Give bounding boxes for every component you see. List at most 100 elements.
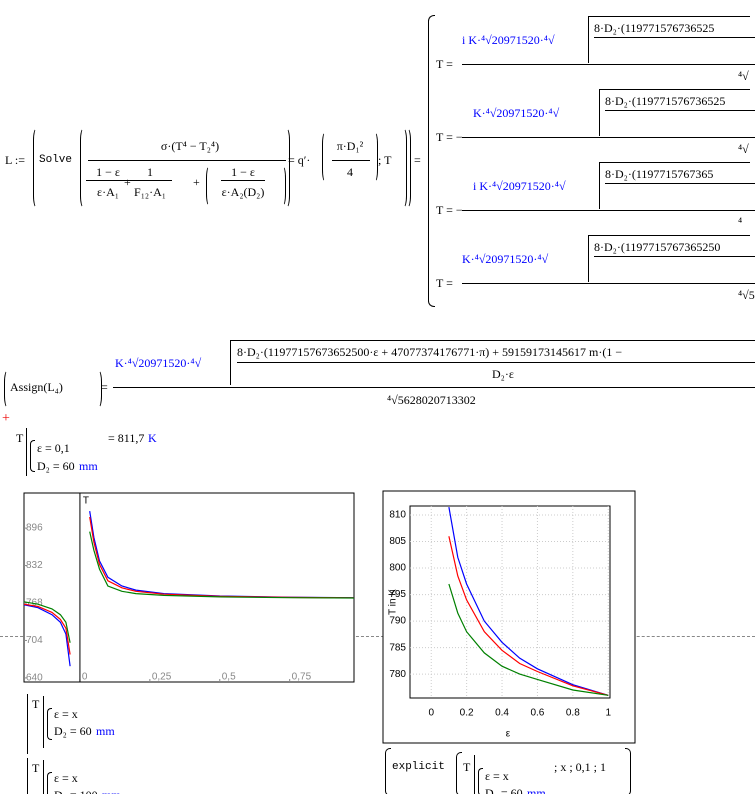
solution-coef: K·⁴√20971520·⁴√ [462, 252, 549, 266]
radicand: 8·D₂·(1197715767365 [605, 167, 714, 181]
fraction-line [594, 256, 755, 257]
trace-bar [43, 696, 44, 748]
bracket [456, 752, 462, 794]
assign-den: ⁴√5628020713302 [387, 393, 476, 407]
radical [230, 340, 755, 385]
trace-bar [27, 758, 28, 794]
eval-unit: mm [79, 459, 98, 473]
solution-den: ⁴ [738, 215, 743, 229]
fraction-line [605, 110, 755, 111]
fraction-line [86, 180, 130, 181]
x-tick-label: 0.8 [566, 708, 580, 719]
numerator: σ·(T⁴ − T₂⁴) [160, 139, 220, 153]
bracket [625, 748, 631, 794]
radical [588, 235, 750, 282]
fraction-line [462, 64, 755, 65]
bracket [95, 370, 102, 408]
brace [47, 708, 52, 740]
plot-frame [382, 490, 636, 744]
x-tick-label: 0 [428, 708, 434, 719]
y-tick-label: 640 [26, 673, 43, 684]
trace-bar [474, 755, 475, 794]
bracket [404, 128, 411, 208]
y-tick-label: 780 [389, 669, 406, 680]
y-tick-label: 795 [389, 589, 406, 600]
assign-eq: = [101, 380, 108, 394]
x-tick-label: 1 [605, 708, 611, 719]
cursor: + [2, 411, 10, 426]
area-den: 4 [347, 165, 353, 179]
trace-d2: D₂ = 60 [54, 724, 92, 738]
plot-frame [23, 492, 355, 683]
bracket [80, 128, 87, 208]
x-tick-label: 0.2 [460, 708, 474, 719]
area-num: π·D₁² [336, 139, 364, 153]
trace-d2: D₂ = 100 [54, 788, 98, 794]
x-tick-label: 0.4 [495, 708, 509, 719]
fraction-line [605, 183, 755, 184]
y-tick-label: 790 [389, 616, 406, 627]
bracket [4, 370, 11, 408]
plus: + [124, 175, 131, 189]
result-eq: = [414, 153, 421, 167]
bracket [372, 132, 378, 182]
curve [448, 506, 609, 696]
den-term-den: ε·A₂(D₂) [221, 185, 265, 199]
explicit-eps: ε = x [485, 769, 509, 783]
solution-lhs: T = [436, 276, 453, 290]
den-term-num: 1 − ε [96, 165, 120, 179]
radical [599, 89, 750, 136]
fraction-line [128, 180, 172, 181]
trace-unit: mm [96, 724, 115, 738]
fraction-line [237, 362, 755, 363]
fraction-line [462, 210, 755, 211]
solution-coef: K·⁴√20971520·⁴√ [473, 106, 560, 120]
fraction-line [221, 180, 265, 181]
equals-q: = q′· [288, 153, 311, 167]
y-tick-label: 810 [389, 510, 406, 521]
explicit-var: T [463, 760, 471, 774]
curve [448, 536, 609, 696]
trace-bar [26, 428, 27, 476]
explicit-keyword: explicit [392, 761, 445, 773]
plot-area [409, 505, 611, 699]
y-axis-label: T [83, 496, 89, 507]
trace-var: T [32, 761, 40, 775]
eval-var: T [16, 431, 24, 445]
solution-lhs: T = [436, 57, 453, 71]
brace [478, 768, 483, 794]
trace-var: T [32, 697, 40, 711]
trace-eps: ε = x [54, 707, 78, 721]
bracket [385, 748, 391, 794]
x-axis-label: ε [506, 729, 511, 740]
solution-coef: i K·⁴√20971520·⁴√ [473, 179, 566, 193]
brace [428, 15, 435, 307]
assign-coef: K·⁴√20971520·⁴√ [115, 356, 202, 370]
trace-unit: mm [102, 788, 121, 794]
x-tick-label: 0 [82, 672, 88, 683]
solve-keyword: Solve [39, 154, 73, 166]
solution-den: ⁴√5 [738, 288, 755, 302]
trace-eps: ε = x [54, 771, 78, 785]
definition-lhs: L := [5, 153, 25, 167]
trace-bar [43, 760, 44, 794]
fraction-line [462, 137, 755, 138]
den-term-den: F₁₂·A₁ [134, 185, 166, 199]
y-tick-label: 704 [26, 635, 43, 646]
radicand: 8·D₂·(11977157673652500·ε + 470773741767… [237, 345, 623, 359]
assign-lhs: Assign(L₄) [10, 380, 63, 394]
curve [448, 583, 609, 696]
y-axis-label: T in K [388, 589, 399, 615]
explicit-args: ; x ; 0,1 ; 1 [554, 760, 607, 774]
solution-den: ⁴√ [738, 142, 749, 156]
y-tick-label: 896 [26, 523, 43, 534]
den-term-den: ε·A₁ [97, 185, 119, 199]
bracket [206, 166, 212, 206]
trace-bar [27, 694, 28, 754]
solution-coef: i K·⁴√20971520·⁴√ [462, 33, 555, 47]
fraction-line [88, 160, 286, 161]
explicit-unit: mm [527, 786, 546, 794]
y-tick-label: 800 [389, 563, 406, 574]
